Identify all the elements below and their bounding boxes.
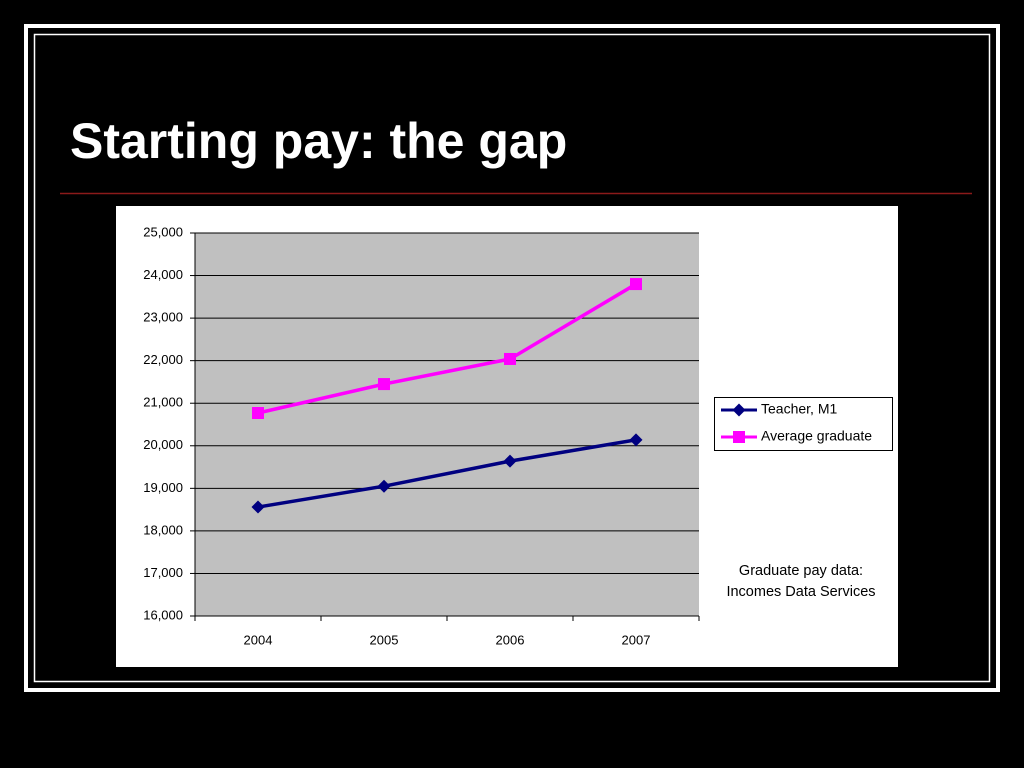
y-tick-label: 20,000	[143, 437, 183, 452]
frame-inner	[33, 33, 991, 683]
series-line	[257, 282, 637, 415]
y-tick-label: 24,000	[143, 267, 183, 282]
frame-outer	[24, 24, 1000, 692]
y-tick-label: 21,000	[143, 395, 183, 410]
x-tick-label: 2006	[496, 632, 525, 647]
y-tick-label: 19,000	[143, 480, 183, 495]
y-tick-label: 16,000	[143, 607, 183, 622]
x-tick-label: 2005	[370, 632, 399, 647]
marker	[629, 433, 643, 447]
y-tick-label: 22,000	[143, 352, 183, 367]
marker	[252, 407, 264, 420]
slide-title: Starting pay: the gap	[70, 113, 567, 169]
legend-label: Average graduate	[761, 428, 872, 444]
marker	[503, 454, 517, 468]
x-tick-label: 2007	[622, 632, 651, 647]
marker	[504, 352, 516, 365]
series-line	[257, 438, 637, 509]
marker	[630, 278, 642, 291]
marker	[377, 479, 391, 493]
y-tick-label: 18,000	[143, 522, 183, 537]
annotation: Incomes Data Services	[726, 584, 875, 600]
marker	[251, 500, 265, 514]
annotation: Graduate pay data:	[739, 563, 863, 579]
legend-label: Teacher, M1	[761, 401, 837, 417]
legend-marker	[732, 403, 746, 417]
y-tick-label: 17,000	[143, 565, 183, 580]
y-tick-label: 23,000	[143, 310, 183, 325]
legend-marker	[733, 431, 745, 443]
marker	[378, 378, 390, 391]
x-tick-label: 2004	[244, 632, 273, 647]
y-tick-label: 25,000	[143, 224, 183, 239]
legend	[714, 397, 893, 451]
